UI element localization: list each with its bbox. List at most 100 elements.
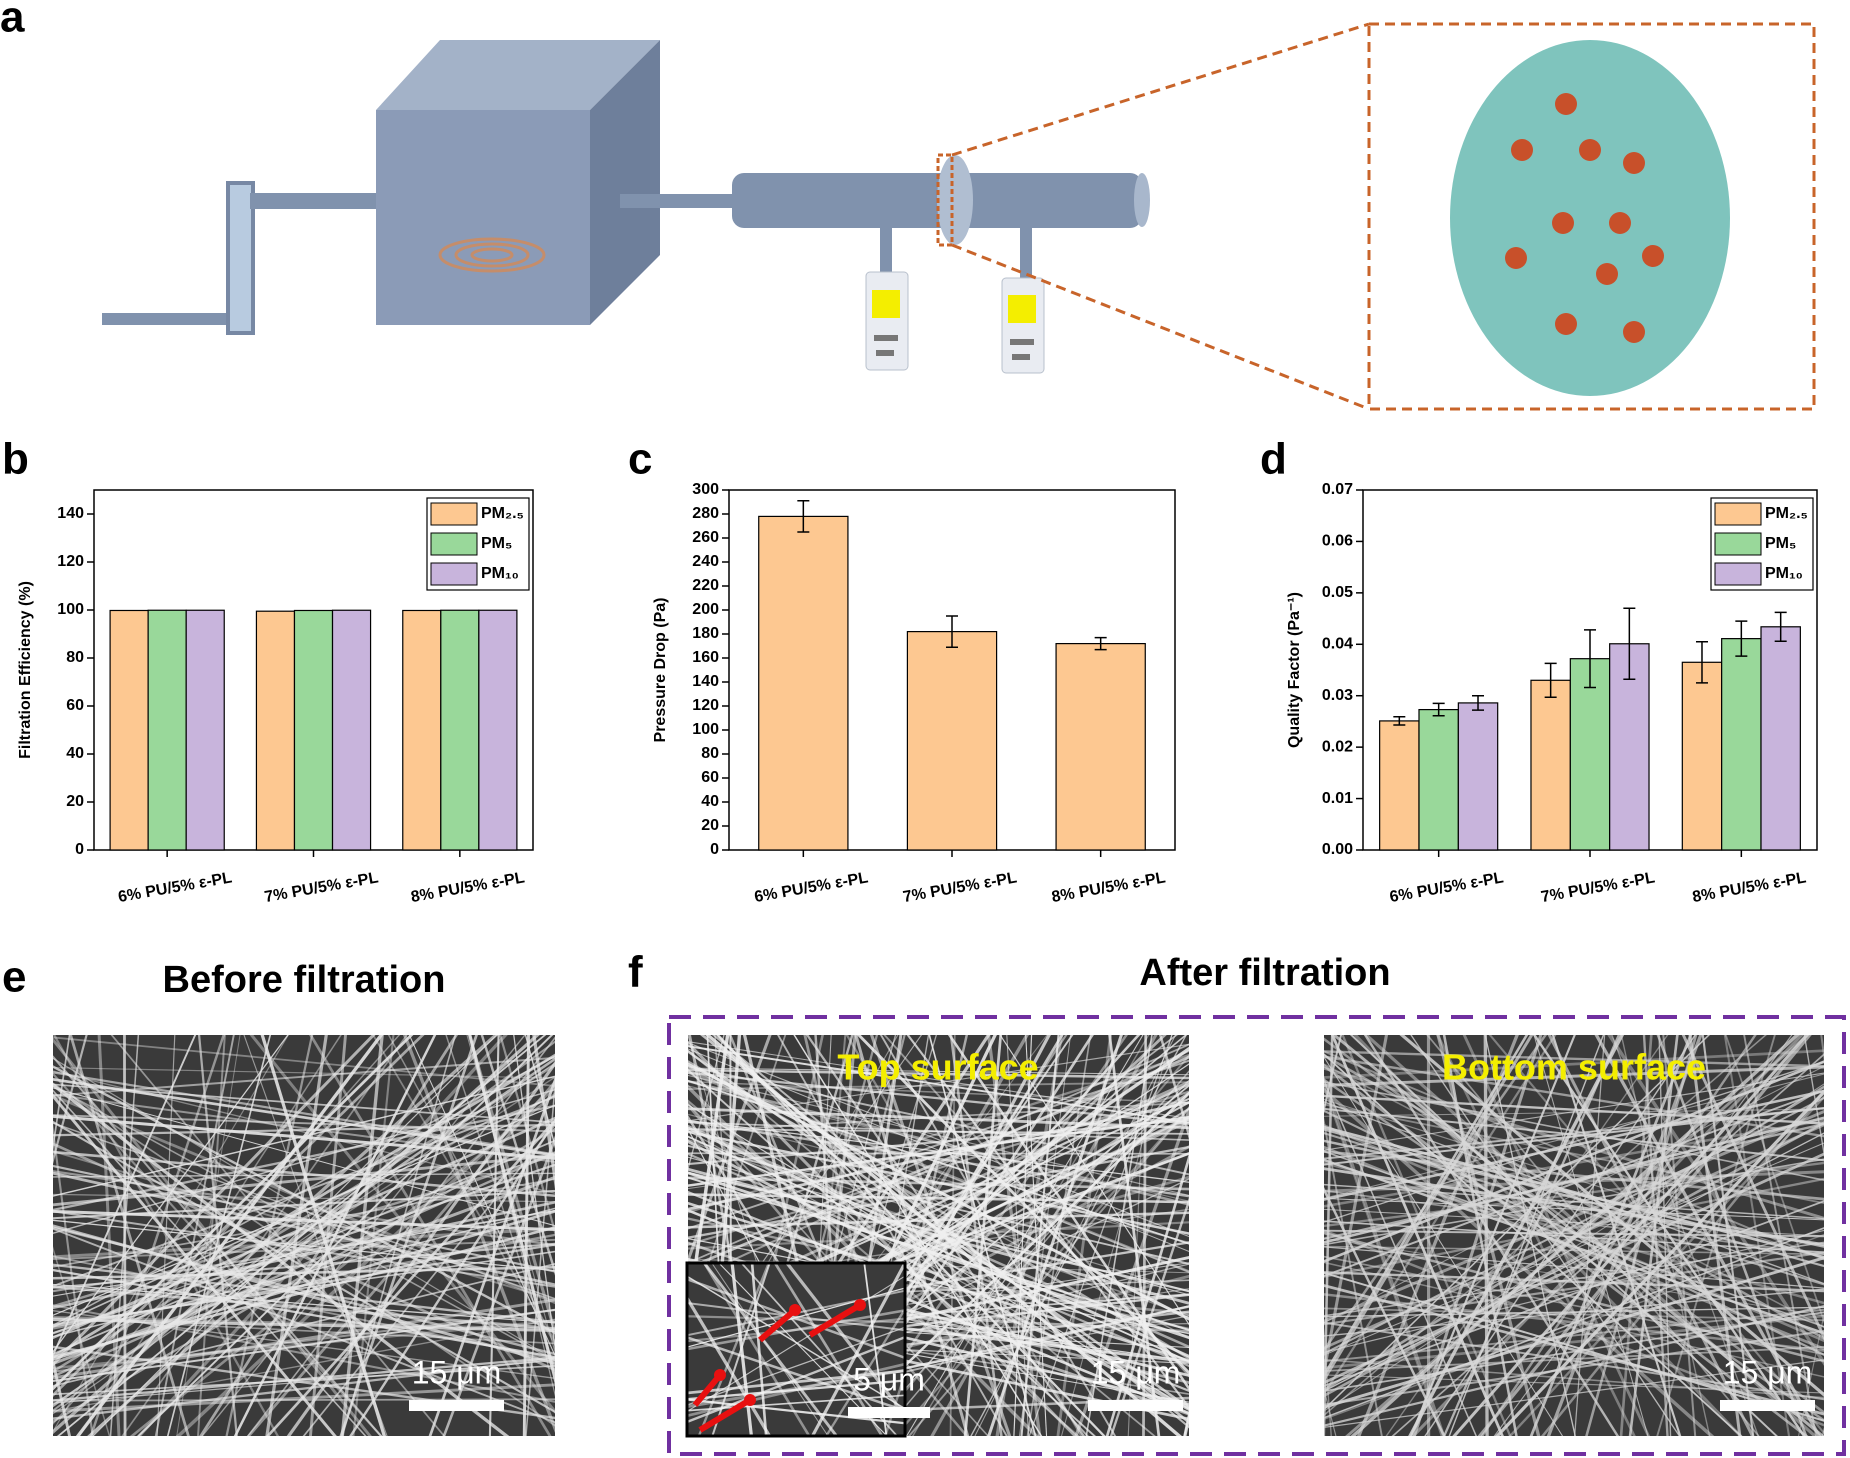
fiber (75, 1035, 384, 1436)
fiber (53, 1076, 555, 1406)
y-tick-label: 280 (692, 505, 719, 522)
y-tick-label: 100 (692, 721, 719, 738)
scale-bar (409, 1400, 504, 1411)
fiber (711, 1263, 829, 1436)
bar (402, 609, 442, 851)
fiber (784, 1263, 905, 1418)
y-tick-label: 140 (57, 505, 84, 522)
fiber (1324, 1035, 1334, 1436)
y-tick-label: 80 (701, 745, 719, 762)
fiber (1324, 1119, 1824, 1208)
fiber (53, 1035, 88, 1165)
fiber (1324, 1107, 1824, 1160)
fiber (1026, 1035, 1092, 1436)
arrow (692, 1373, 723, 1407)
fiber (1628, 1035, 1679, 1436)
x-tick-label: 8% PU/5% ε-PL (1050, 869, 1167, 906)
y-tick-label: 0.06 (1322, 533, 1353, 550)
fiber (53, 1072, 383, 1436)
fiber (1436, 1035, 1541, 1436)
fiber (777, 1035, 1008, 1436)
fiber (15, 1015, 38, 1456)
fiber (1324, 1167, 1824, 1247)
fiber (53, 1089, 367, 1436)
fiber (773, 1263, 884, 1436)
fiber (53, 1255, 555, 1361)
fiber (1324, 1359, 1824, 1428)
fiber (688, 1103, 969, 1436)
fiber (1324, 1330, 1824, 1406)
fiber (1324, 1306, 1824, 1318)
scale-bar-label: 15 μm (1091, 1354, 1181, 1390)
fiber (156, 1035, 176, 1436)
fiber (1619, 1035, 1653, 1436)
fiber (53, 1175, 555, 1366)
fiber (687, 1309, 905, 1351)
image-label: Bottom surface (1442, 1047, 1706, 1088)
fiber (1574, 1035, 1606, 1436)
fiber (1341, 1035, 1512, 1436)
fiber (688, 1042, 1189, 1238)
fiber (1324, 1170, 1824, 1193)
fiber (1324, 1109, 1824, 1323)
fiber (1488, 1035, 1824, 1435)
fiber (688, 1059, 1189, 1230)
bar (758, 515, 849, 851)
fiber (1324, 1327, 1332, 1436)
error-bar (797, 500, 810, 533)
fiber (53, 1035, 401, 1425)
fiber (53, 1035, 280, 1436)
fiber (687, 1362, 905, 1418)
fiber (688, 1062, 1189, 1321)
fiber (1547, 1035, 1755, 1436)
fiber (53, 1116, 555, 1340)
fiber (53, 1309, 555, 1379)
fiber (53, 1035, 197, 1358)
y-tick-label: 20 (701, 817, 719, 834)
fiber (1353, 1035, 1743, 1436)
fiber (688, 1072, 1189, 1273)
y-axis-label: Quality Factor (Pa⁻¹) (1286, 592, 1303, 748)
fiber (1324, 1053, 1743, 1436)
fiber (687, 1275, 905, 1410)
micrograph (1226, 1015, 1824, 1456)
fiber (53, 1283, 555, 1324)
fiber (1324, 1066, 1824, 1220)
fiber (352, 1035, 395, 1436)
fiber (1241, 1015, 1270, 1456)
fiber (53, 1357, 555, 1420)
fiber (687, 1294, 772, 1436)
fiber (92, 1035, 498, 1436)
fiber (53, 1035, 289, 1353)
fiber (687, 1394, 905, 1412)
fiber (863, 1263, 888, 1436)
fiber (1688, 1035, 1742, 1436)
panel-label: a (0, 0, 25, 42)
y-tick-label: 0.05 (1322, 584, 1353, 601)
fiber (1324, 1132, 1824, 1392)
fiber (302, 1123, 555, 1436)
fiber (1642, 1035, 1669, 1436)
fiber (688, 1121, 1189, 1141)
y-tick-label: 220 (692, 577, 719, 594)
fiber (688, 1152, 1189, 1368)
y-tick-label: 20 (66, 793, 84, 810)
fiber (688, 1139, 1189, 1293)
arrow-head (714, 1369, 726, 1381)
fiber (688, 1258, 1189, 1274)
fiber (1142, 1035, 1148, 1436)
error-bar (1094, 636, 1107, 651)
fiber (688, 1071, 1189, 1125)
legend-label: PM₅ (481, 535, 512, 552)
fiber (1226, 1015, 1290, 1456)
fiber (879, 1070, 1189, 1436)
fiber (1324, 1049, 1824, 1079)
panel-label: c (628, 435, 652, 484)
fiber (865, 1054, 1189, 1436)
fiber (1585, 1035, 1698, 1436)
fiber (1483, 1035, 1489, 1436)
fiber (687, 1335, 905, 1424)
panel-label: e (2, 953, 26, 1002)
fiber (687, 1275, 905, 1413)
fiber (1357, 1035, 1519, 1436)
